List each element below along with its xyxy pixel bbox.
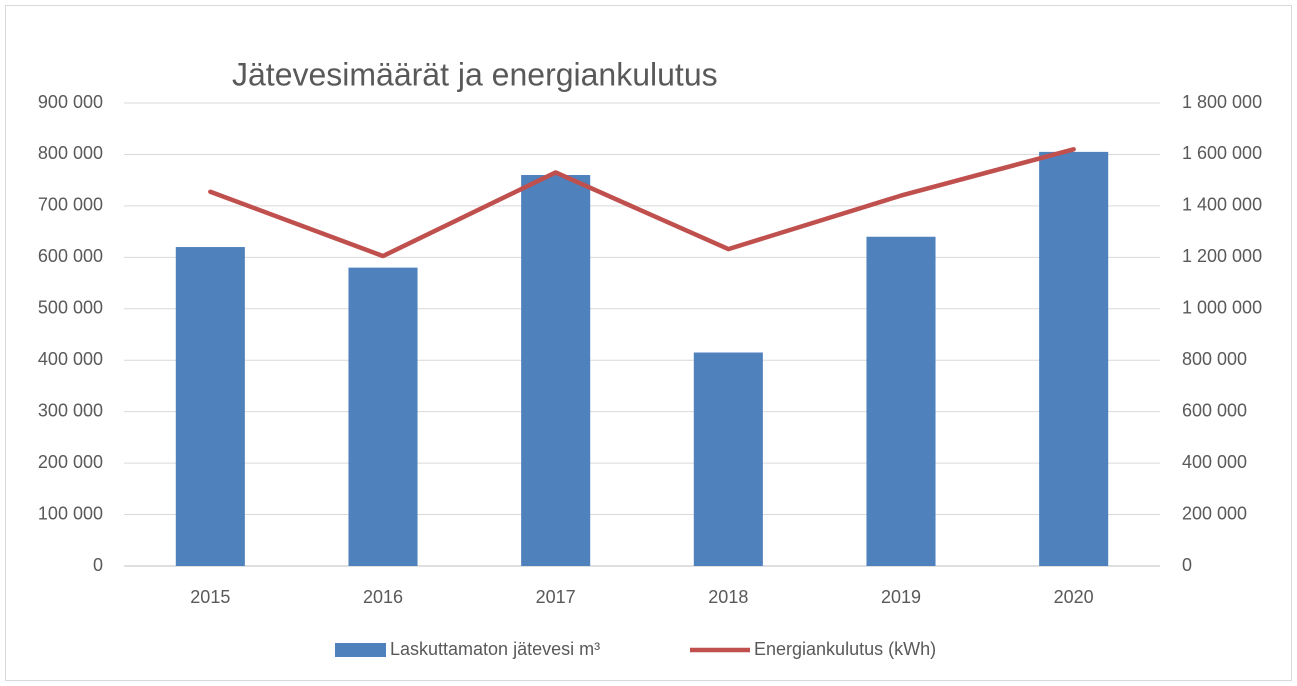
y-tick-label: 300 000 xyxy=(38,400,103,420)
line-series xyxy=(208,147,1076,259)
y2-tick-label: 0 xyxy=(1182,555,1192,575)
x-tick-label: 2017 xyxy=(536,587,576,607)
y-tick-label: 800 000 xyxy=(38,143,103,163)
bar xyxy=(866,236,936,566)
chart-title: Jätevesimäärät ja energiankulutus xyxy=(232,56,718,92)
x-tick-label: 2016 xyxy=(363,587,403,607)
x-tick-label: 2020 xyxy=(1054,587,1094,607)
y2-tick-label: 800 000 xyxy=(1182,349,1247,369)
y2-tick-label: 400 000 xyxy=(1182,452,1247,472)
y2-tick-label: 1 000 000 xyxy=(1182,298,1262,318)
y-tick-label: 400 000 xyxy=(38,349,103,369)
bar xyxy=(348,267,418,566)
y2-tick-label: 1 800 000 xyxy=(1182,92,1262,112)
bar xyxy=(175,247,245,567)
x-tick-label: 2015 xyxy=(190,587,230,607)
bar xyxy=(1039,151,1109,566)
y2-tick-label: 200 000 xyxy=(1182,503,1247,523)
legend-label: Energiankulutus (kWh) xyxy=(754,639,936,659)
y-tick-label: 100 000 xyxy=(38,503,103,523)
y-tick-label: 600 000 xyxy=(38,246,103,266)
y-tick-label: 900 000 xyxy=(38,92,103,112)
y-tick-label: 200 000 xyxy=(38,452,103,472)
y2-tick-label: 600 000 xyxy=(1182,400,1247,420)
legend-swatch xyxy=(335,643,386,657)
y-tick-label: 700 000 xyxy=(38,195,103,215)
y-tick-label: 0 xyxy=(93,555,103,575)
bar xyxy=(693,352,763,566)
y2-tick-label: 1 400 000 xyxy=(1182,195,1262,215)
x-tick-label: 2018 xyxy=(708,587,748,607)
y2-tick-label: 1 200 000 xyxy=(1182,246,1262,266)
legend-label: Laskuttamaton jätevesi m³ xyxy=(390,639,600,659)
bar xyxy=(521,175,591,566)
y2-tick-label: 1 600 000 xyxy=(1182,143,1262,163)
x-tick-label: 2019 xyxy=(881,587,921,607)
y-tick-label: 500 000 xyxy=(38,298,103,318)
